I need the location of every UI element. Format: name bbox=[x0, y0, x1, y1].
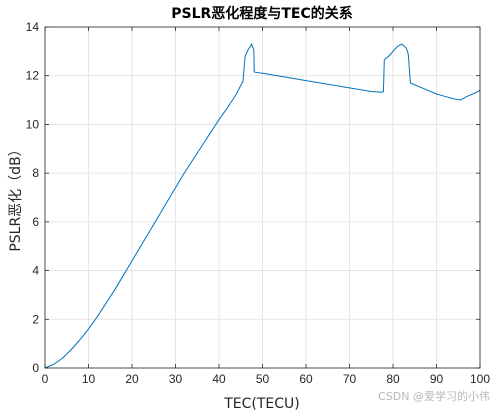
x-tick-label: 90 bbox=[430, 372, 444, 386]
x-tick-label: 0 bbox=[42, 372, 49, 386]
x-tick-label: 40 bbox=[212, 372, 226, 386]
x-tick-label: 20 bbox=[125, 372, 139, 386]
y-tick-label: 4 bbox=[32, 264, 39, 278]
y-tick-label: 12 bbox=[26, 69, 40, 83]
y-tick-label: 2 bbox=[32, 312, 39, 326]
x-tick-label: 60 bbox=[299, 372, 313, 386]
chart-title: PSLR恶化程度与TEC的关系 bbox=[171, 5, 352, 22]
tick-labels: 0 10 20 30 40 50 60 70 80 90 100 0 2 4 6 8 10 12 14 bbox=[26, 20, 491, 386]
y-tick-label: 8 bbox=[32, 166, 39, 180]
y-tick-label: 10 bbox=[26, 117, 40, 131]
x-tick-label: 100 bbox=[470, 372, 490, 386]
y-tick-label: 14 bbox=[26, 20, 40, 34]
x-axis-label: TEC(TECU) bbox=[223, 396, 300, 412]
series-line bbox=[44, 43, 481, 369]
x-tick-label: 50 bbox=[256, 372, 270, 386]
series-layer bbox=[44, 43, 481, 369]
x-tick-label: 70 bbox=[343, 372, 357, 386]
watermark-text: CSDN @爱学习的小伟 bbox=[378, 389, 490, 403]
y-tick-label: 6 bbox=[32, 215, 39, 229]
x-tick-label: 30 bbox=[169, 372, 183, 386]
x-tick-label: 10 bbox=[82, 372, 96, 386]
y-tick-label: 0 bbox=[32, 361, 39, 375]
plot-frame bbox=[44, 26, 481, 369]
x-tick-label: 80 bbox=[386, 372, 400, 386]
y-axis-label: PSLR恶化（dB） bbox=[8, 142, 24, 251]
